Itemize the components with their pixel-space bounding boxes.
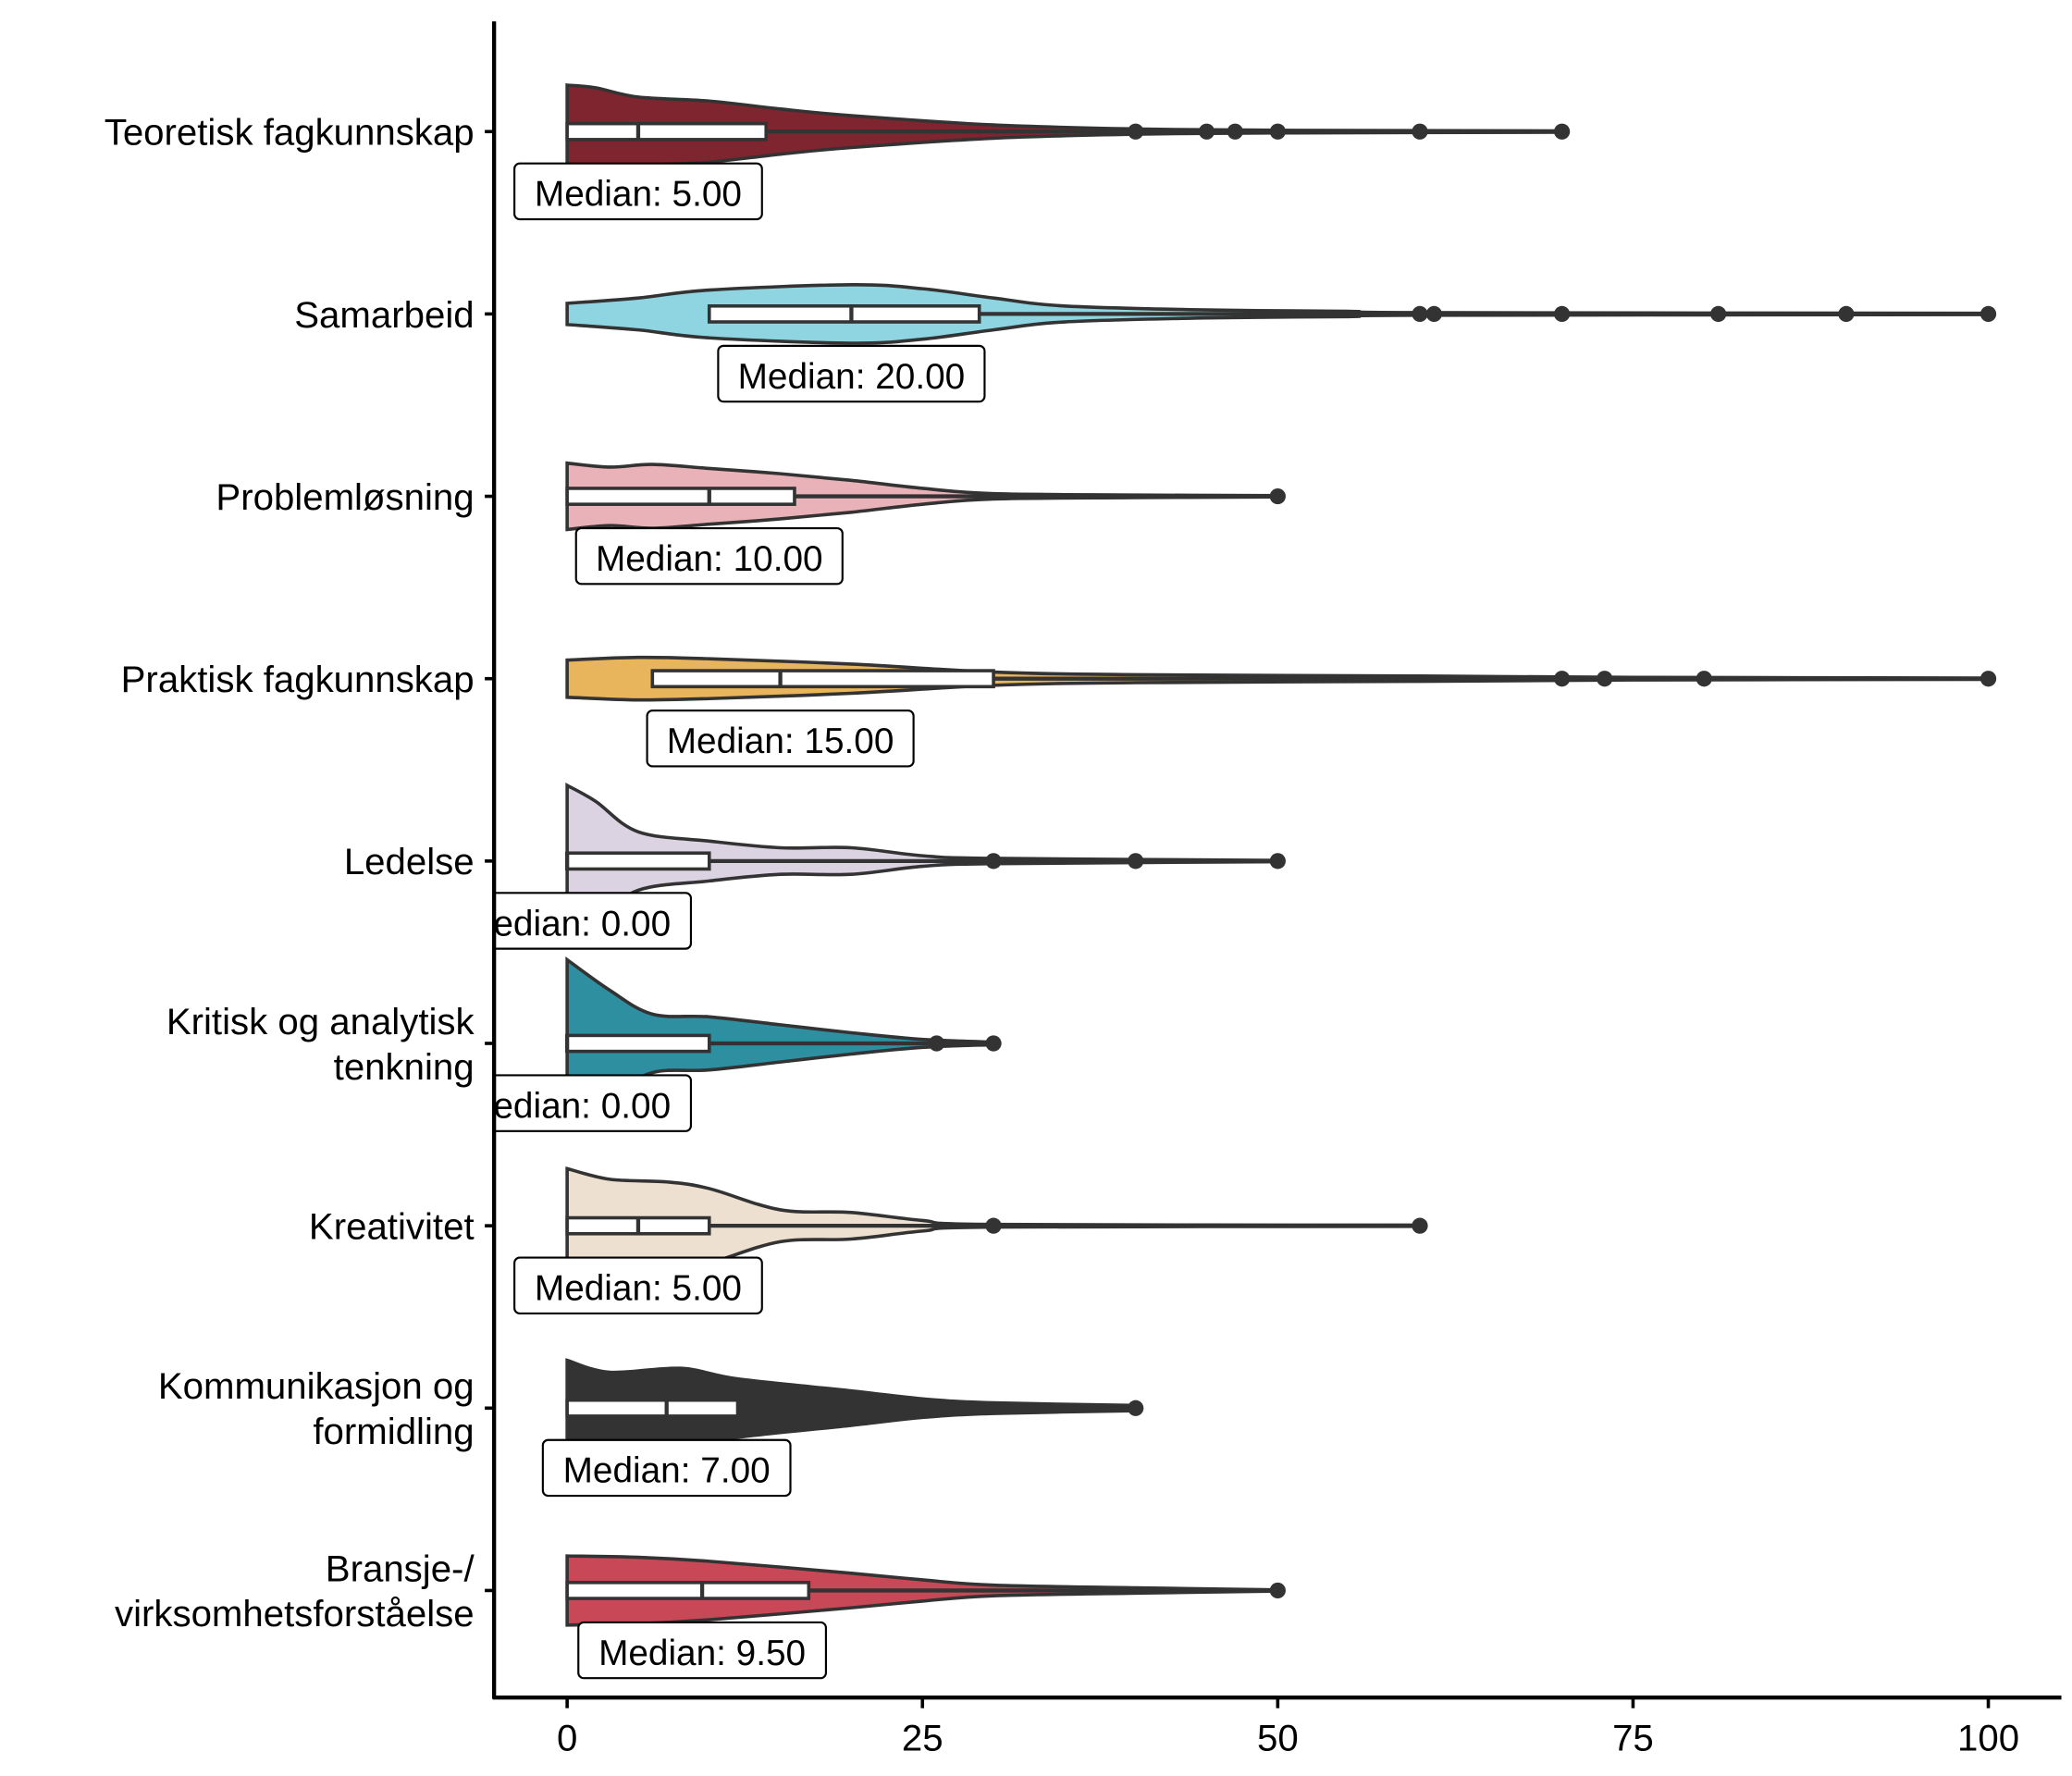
violin-group: Median: 9.50 bbox=[565, 1554, 1286, 1680]
median-label-box bbox=[495, 1074, 693, 1132]
violin-group: Median: 5.00 bbox=[513, 1166, 1428, 1314]
median-label: Median: 20.00 bbox=[738, 357, 966, 397]
median-label-box bbox=[541, 1438, 792, 1498]
violin-group: Median: 0.00 bbox=[463, 782, 1286, 950]
outlier-point bbox=[1269, 1582, 1286, 1599]
outlier-point bbox=[1980, 305, 1997, 323]
median-label: Median: 15.00 bbox=[667, 722, 894, 761]
y-tick-label: Teoretisk fagkunnskap bbox=[105, 112, 475, 154]
y-tick-label: tenkning bbox=[334, 1046, 475, 1088]
y-tick-label: Problemløsning bbox=[216, 476, 474, 518]
median-label-box bbox=[577, 1621, 827, 1680]
median-label: Median: 9.50 bbox=[598, 1634, 806, 1673]
outlier-point bbox=[1980, 671, 1997, 687]
x-tick-label: 0 bbox=[557, 1718, 577, 1759]
outlier-point bbox=[1412, 305, 1428, 323]
outlier-point bbox=[1128, 853, 1144, 870]
median-label: Median: 5.00 bbox=[535, 1269, 742, 1309]
y-tick-label: Kreativitet bbox=[309, 1206, 475, 1248]
y-tick-label: Kritisk og analytisk bbox=[166, 1001, 475, 1042]
iqr-box bbox=[707, 303, 981, 324]
violin-group: Median: 7.00 bbox=[541, 1358, 1144, 1498]
median-label-box bbox=[495, 892, 693, 950]
median-label-box bbox=[717, 344, 986, 403]
violin-group: Median: 20.00 bbox=[565, 283, 1997, 403]
outlier-point bbox=[1554, 123, 1571, 140]
plot-area: Median: 5.00 Median: 20.00 Median: 10.00 Me… bbox=[463, 83, 1997, 1680]
outlier-point bbox=[1838, 305, 1855, 323]
outlier-point bbox=[1128, 1400, 1144, 1416]
outlier-point bbox=[985, 1217, 1002, 1234]
outlier-point bbox=[1554, 671, 1571, 687]
outlier-point bbox=[1269, 487, 1286, 505]
iqr-box bbox=[565, 1581, 811, 1600]
y-tick-label: Praktisk fagkunnskap bbox=[121, 659, 475, 700]
median-label: Median: 10.00 bbox=[596, 539, 823, 579]
outlier-point bbox=[1412, 1217, 1428, 1234]
x-tick-label: 100 bbox=[1957, 1718, 2019, 1759]
outlier-point bbox=[985, 853, 1002, 870]
y-tick-label: Samarbeid bbox=[294, 294, 474, 336]
y-tick-label: formidling bbox=[313, 1411, 474, 1452]
iqr-box bbox=[565, 1398, 740, 1418]
x-tick-label: 50 bbox=[1257, 1718, 1299, 1759]
y-tick-label: Bransje-/ bbox=[326, 1548, 475, 1589]
iqr-box bbox=[650, 669, 995, 689]
outlier-point bbox=[1227, 123, 1243, 140]
outlier-point bbox=[1412, 123, 1428, 140]
outlier-point bbox=[1710, 305, 1727, 323]
iqr-box bbox=[565, 121, 769, 142]
median-label: Median: 7.00 bbox=[563, 1451, 771, 1491]
violin-group: Median: 0.00 bbox=[463, 956, 1002, 1132]
iqr-box bbox=[565, 1033, 711, 1054]
axes: Teoretisk fagkunnskap Samarbeid Problemløs… bbox=[105, 21, 2062, 1759]
outlier-point bbox=[985, 1035, 1002, 1052]
median-label: Median: 5.00 bbox=[535, 175, 742, 215]
violin-group: Median: 5.00 bbox=[513, 83, 1571, 221]
x-tick-label: 75 bbox=[1612, 1718, 1654, 1759]
y-tick-label: Kommunikasjon og bbox=[158, 1365, 475, 1407]
x-tick-label: 25 bbox=[902, 1718, 944, 1759]
violin-group: Median: 15.00 bbox=[565, 655, 1997, 768]
y-tick-label: Ledelse bbox=[344, 841, 475, 882]
median-label-box bbox=[646, 709, 915, 768]
iqr-box bbox=[565, 487, 796, 506]
outlier-point bbox=[1597, 671, 1613, 687]
outlier-point bbox=[1128, 123, 1144, 140]
outlier-point bbox=[1425, 305, 1442, 323]
outlier-point bbox=[1198, 123, 1215, 140]
outlier-point bbox=[1696, 671, 1712, 687]
iqr-box bbox=[565, 851, 711, 871]
median-label: Median: 0.00 bbox=[463, 904, 671, 944]
outlier-point bbox=[1554, 305, 1571, 323]
outlier-point bbox=[928, 1035, 945, 1052]
outlier-point bbox=[1269, 123, 1286, 140]
violin-group: Median: 10.00 bbox=[565, 461, 1286, 586]
median-label-box bbox=[513, 162, 763, 221]
median-label: Median: 0.00 bbox=[463, 1086, 671, 1126]
median-label-box bbox=[574, 526, 844, 586]
y-tick-label: virksomhetsforståelse bbox=[115, 1593, 475, 1634]
median-label-box bbox=[513, 1256, 763, 1314]
outlier-point bbox=[1269, 853, 1286, 870]
